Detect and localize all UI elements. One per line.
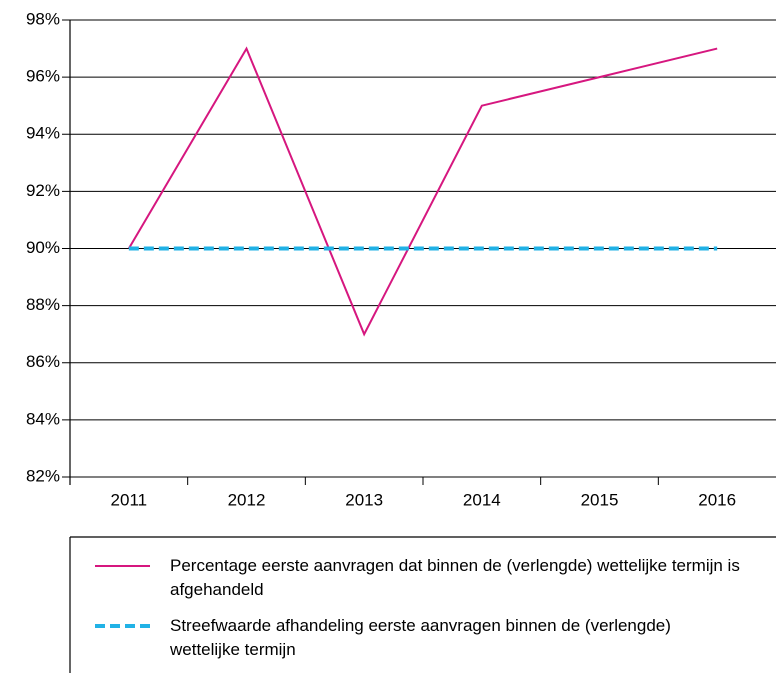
x-tick-label: 2014	[463, 490, 501, 509]
y-tick-label: 92%	[26, 181, 60, 200]
x-tick-label: 2012	[228, 490, 266, 509]
x-tick-label: 2015	[581, 490, 619, 509]
y-tick-label: 88%	[26, 295, 60, 314]
x-tick-label: 2011	[111, 490, 148, 509]
y-tick-label: 86%	[26, 352, 60, 371]
series-line	[127, 46, 718, 337]
y-tick-label: 84%	[26, 409, 60, 428]
y-tick-label: 94%	[26, 124, 60, 143]
legend-label: Percentage eerste aanvragen dat binnen d…	[170, 556, 740, 599]
x-tick-label: 2013	[345, 490, 383, 509]
legend-label: Streefwaarde afhandeling eerste aanvrage…	[170, 616, 671, 659]
y-tick-label: 98%	[26, 9, 60, 28]
y-tick-label: 90%	[26, 238, 60, 257]
y-tick-label: 96%	[26, 67, 60, 86]
x-tick-label: 2016	[698, 490, 736, 509]
y-tick-label: 82%	[26, 466, 60, 485]
